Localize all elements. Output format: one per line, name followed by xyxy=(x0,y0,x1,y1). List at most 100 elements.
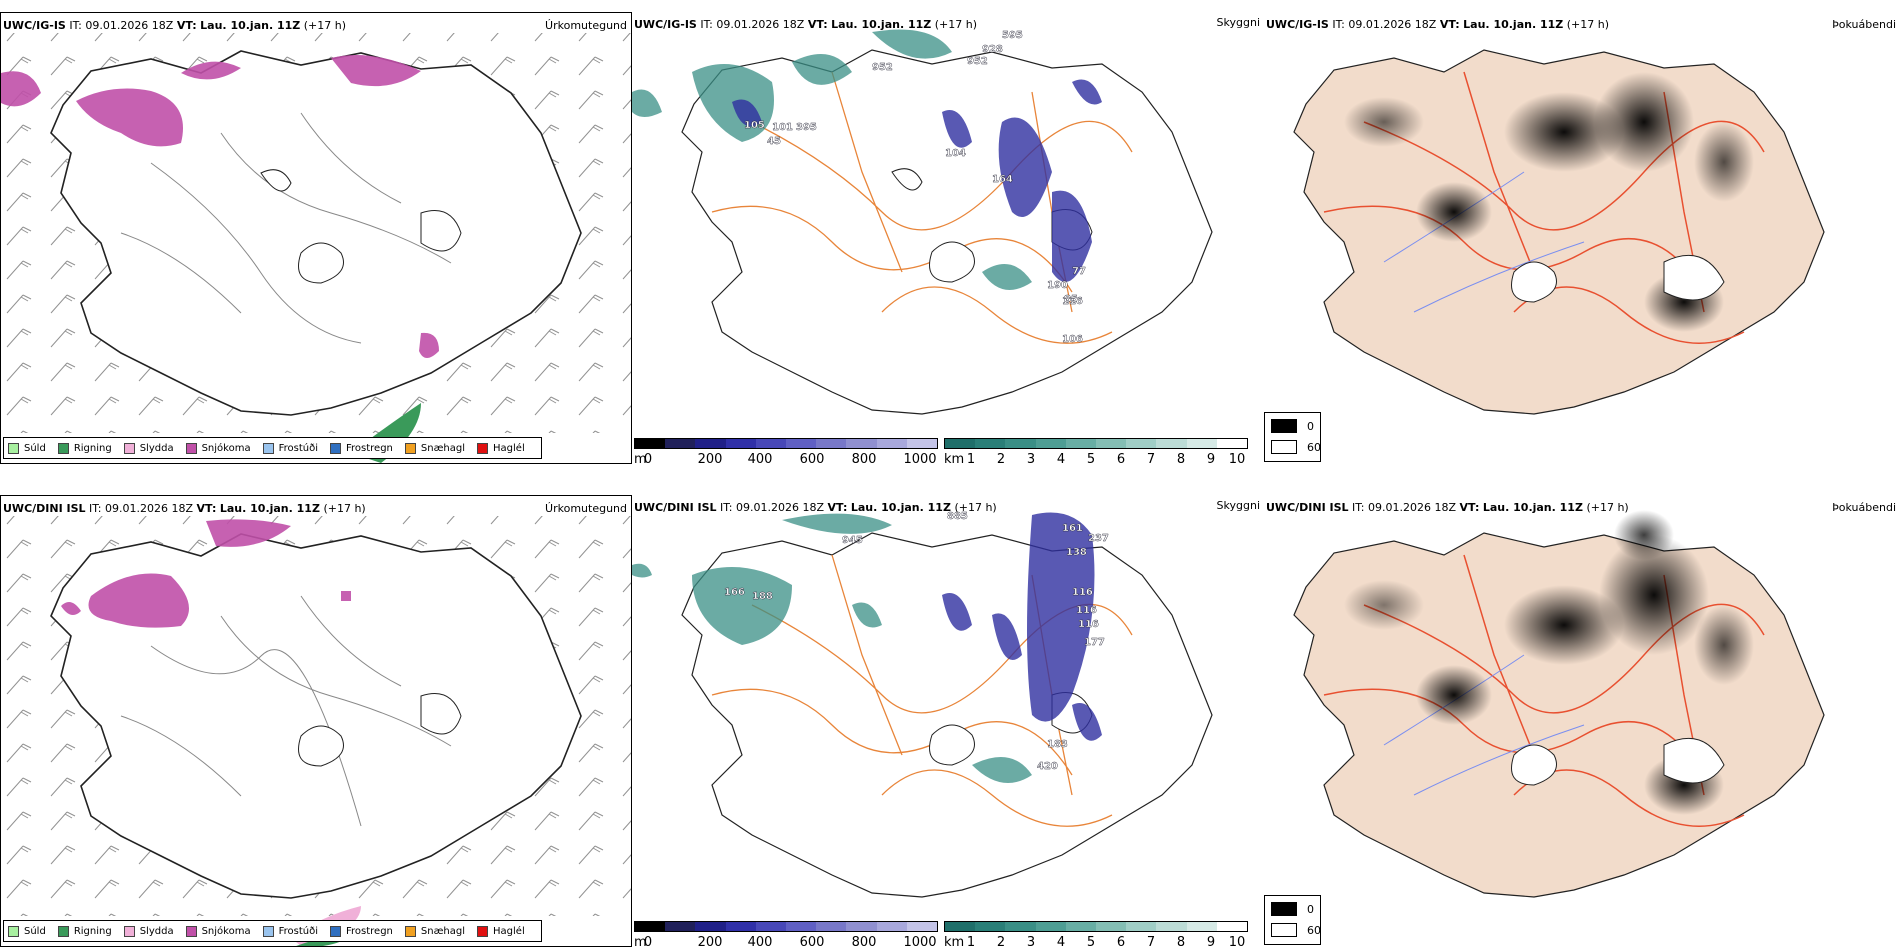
vis-label: 190 xyxy=(1047,280,1068,291)
colorbar-segment xyxy=(786,439,817,448)
legend-item: Slydda xyxy=(123,442,174,454)
colorbar-ticks: 0 200 400 600 800 1000 xyxy=(634,935,938,947)
vis-label: 161 xyxy=(1062,523,1083,534)
legend-item: Haglél xyxy=(477,925,525,937)
colorbar-strip xyxy=(944,921,1248,932)
legend-item: Rigning xyxy=(57,925,112,937)
legend-swatch xyxy=(8,925,19,937)
colorbar-segment xyxy=(1126,922,1157,931)
colorbar-segment xyxy=(635,439,666,448)
visibility-panel-1: UWC/IG-IS IT: 09.01.2026 18Z VT: Lau. 10… xyxy=(632,12,1264,464)
legend-swatch xyxy=(477,442,489,454)
legend-item: Snæhagl xyxy=(404,442,465,454)
legend-swatch xyxy=(262,442,274,454)
colorbar-segment xyxy=(1216,439,1248,448)
precip-type-legend: Súld Rigning Slydda Snjókoma Frostúði Fr… xyxy=(3,920,542,942)
colorbar-segment xyxy=(665,439,696,448)
vis-label: 928 xyxy=(982,44,1003,55)
colorbar-segment xyxy=(1096,439,1127,448)
legend-swatch xyxy=(185,925,197,937)
colorbar-ticks: 1 2 3 4 5 6 7 8 9 10 xyxy=(944,452,1248,464)
colorbar-segment xyxy=(816,922,847,931)
vis-label: 177 xyxy=(1084,637,1105,648)
colorbar-segment xyxy=(945,439,976,448)
colorbar-tick: 800 xyxy=(851,452,877,464)
precip-type-legend: Súld Rigning Slydda Snjókoma Frostúði Fr… xyxy=(3,437,542,459)
fog-legend-swatch-dark xyxy=(1271,419,1297,433)
legend-item: Snjókoma xyxy=(185,442,251,454)
legend-item: Frostregn xyxy=(330,442,393,454)
panel-type-label: Skyggni xyxy=(1216,499,1260,512)
colorbar-segment xyxy=(1065,439,1097,448)
colorbar-tick: 7 xyxy=(1146,452,1156,464)
iceland-fog-map xyxy=(1293,49,1825,415)
vis-label: 395 xyxy=(796,122,817,133)
colorbar-segment xyxy=(876,922,907,931)
colorbar-tick: 3 xyxy=(1026,452,1036,464)
panel-title: UWC/DINI ISL IT: 09.01.2026 18Z VT: Lau.… xyxy=(1266,501,1629,514)
panel-title: UWC/IG-IS IT: 09.01.2026 18Z VT: Lau. 10… xyxy=(1266,18,1610,31)
visibility-m-colorbar: m 0 200 400 600 800 1000 xyxy=(634,921,938,947)
visibility-km-colorbar: km 1 2 3 4 5 6 7 8 9 10 xyxy=(944,438,1248,464)
iceland-outline xyxy=(50,50,582,416)
vis-label: 952 xyxy=(967,56,988,67)
colorbar-segment xyxy=(906,439,938,448)
iceland-visibility-map: 945 885 161 237 116 116 116 138 177 183 … xyxy=(632,511,1213,898)
colorbar-tick: 2 xyxy=(996,935,1006,947)
iceland-precip-map xyxy=(1,33,631,463)
iceland-visibility-map: 952 595 928 952 105 101 395 45 104 164 1… xyxy=(632,29,1213,415)
colorbar-unit: km xyxy=(944,452,965,464)
vis-label: 138 xyxy=(1066,547,1087,558)
legend-item: Snæhagl xyxy=(404,925,465,937)
colorbar-tick: 1000 xyxy=(903,452,937,464)
vis-label: 45 xyxy=(767,136,781,147)
colorbar-tick: 7 xyxy=(1146,935,1156,947)
fog-legend: 0 60 xyxy=(1264,895,1321,945)
colorbar-segment xyxy=(755,922,787,931)
colorbar-tick: 800 xyxy=(851,935,877,947)
colorbar-tick: 200 xyxy=(697,452,723,464)
colorbar-segment xyxy=(1065,922,1097,931)
panel-title: UWC/DINI ISL IT: 09.01.2026 18Z VT: Lau.… xyxy=(3,502,366,515)
colorbar-segment xyxy=(1216,922,1248,931)
colorbar-strip xyxy=(634,438,938,449)
vis-label: 85 xyxy=(1064,294,1078,305)
colorbar-segment xyxy=(786,922,817,931)
panel-type-label: Úrkomutegund xyxy=(545,19,627,32)
colorbar-segment xyxy=(846,922,877,931)
vis-label: 116 xyxy=(1078,619,1099,630)
colorbar-tick: 4 xyxy=(1056,452,1066,464)
colorbar-tick: 4 xyxy=(1056,935,1066,947)
legend-item: Haglél xyxy=(477,442,525,454)
legend-item: Frostúði xyxy=(262,925,318,937)
colorbar-tick: 400 xyxy=(747,935,773,947)
colorbar-segment xyxy=(975,922,1006,931)
colorbar-segment xyxy=(695,922,726,931)
vis-label: 116 xyxy=(1062,296,1083,307)
colorbar-tick: 10 xyxy=(1228,935,1246,947)
vis-label: 166 xyxy=(724,587,745,598)
colorbar-segment xyxy=(876,439,907,448)
colorbar-tick: 6 xyxy=(1116,935,1126,947)
colorbar-tick: 600 xyxy=(799,452,825,464)
colorbar-tick: 600 xyxy=(799,935,825,947)
visibility-m-colorbar: m 0 200 400 600 800 1000 xyxy=(634,438,938,464)
fog-legend: 0 60 xyxy=(1264,412,1321,462)
legend-swatch xyxy=(57,925,69,937)
colorbar-tick: 9 xyxy=(1206,935,1216,947)
colorbar-segment xyxy=(755,439,787,448)
fog-legend-low: 0 xyxy=(1307,419,1314,433)
colorbar-unit: m xyxy=(634,935,647,947)
vis-label: 183 xyxy=(1047,739,1068,750)
colorbar-segment xyxy=(975,439,1006,448)
legend-swatch xyxy=(330,442,341,454)
fog-indicator-panel-1: UWC/IG-IS IT: 09.01.2026 18Z VT: Lau. 10… xyxy=(1264,12,1900,464)
panel-type-label: Þokuábendi xyxy=(1832,18,1896,31)
vis-label: 101 xyxy=(772,122,793,133)
visibility-km-colorbar: km 1 2 3 4 5 6 7 8 9 10 xyxy=(944,921,1248,947)
fog-legend-swatch-dark xyxy=(1271,902,1297,916)
colorbar-tick: 200 xyxy=(697,935,723,947)
colorbar-segment xyxy=(846,439,877,448)
vis-label: 945 xyxy=(842,535,863,546)
vis-label: 116 xyxy=(1076,605,1097,616)
